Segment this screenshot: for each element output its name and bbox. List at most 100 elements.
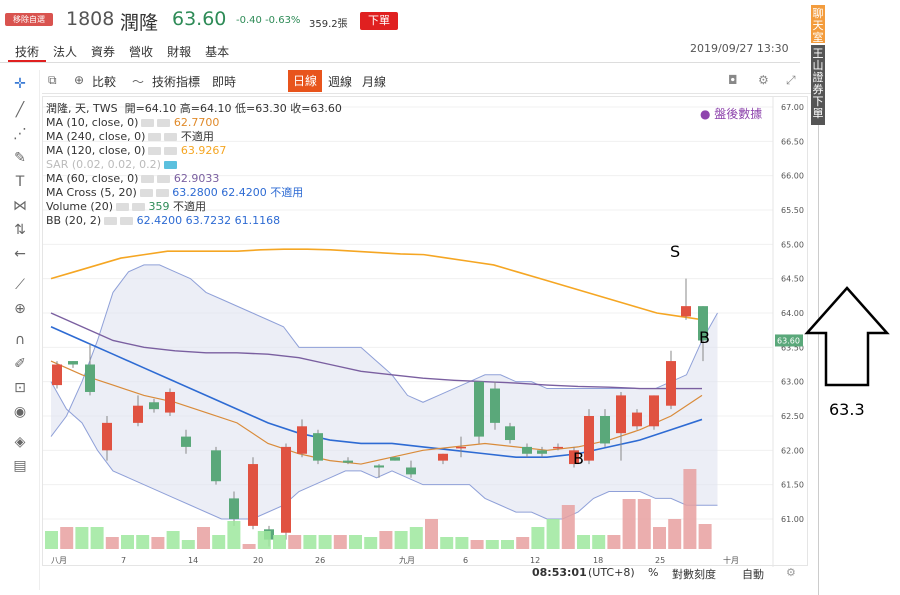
candle-body (505, 426, 515, 441)
measure-icon[interactable]: ⇅ (14, 222, 26, 238)
price-tick-label: 64.50 (781, 275, 804, 284)
candle-body (297, 426, 307, 454)
tab-financials[interactable]: 財報 (167, 45, 192, 59)
buy-marker: B (573, 449, 584, 468)
candle-body (698, 306, 708, 341)
date-tick-label: 18 (593, 556, 603, 565)
pattern-icon[interactable]: ⋈ (13, 198, 27, 214)
candle-body (600, 416, 610, 444)
volume-bar (592, 535, 606, 549)
legend-volume[interactable]: Volume (20) 359 不適用 (46, 200, 206, 213)
candle-body (68, 361, 78, 365)
stock-name: 潤隆 (120, 12, 159, 34)
candle-body (438, 453, 448, 461)
volume-bar (212, 535, 226, 549)
price-tick-label: 63.00 (781, 378, 804, 387)
trendline-icon[interactable]: ╱ (15, 102, 25, 118)
candle-body (149, 402, 159, 410)
log-scale-toggle[interactable]: 對數刻度 (672, 568, 716, 581)
layers-icon[interactable]: ◈ (14, 434, 26, 450)
volume-bar (501, 540, 514, 549)
candle-body (490, 388, 500, 423)
realtime-button[interactable]: 即時 (212, 75, 237, 89)
candle-body (649, 395, 659, 427)
last-price-tag-bg (775, 334, 803, 347)
legend-sar[interactable]: SAR (0.02, 0.02, 0.2) (46, 158, 342, 172)
price-tick-label: 61.50 (781, 481, 804, 490)
legend-ma60[interactable]: MA (60, close, 0) 62.9033 (46, 172, 220, 185)
indicators-button[interactable]: 技術指標 (152, 75, 201, 89)
date-tick-label: 20 (253, 556, 263, 565)
day-button[interactable]: 日線 (288, 70, 322, 92)
legend-ma120[interactable]: MA (120, close, 0) 63.9267 (46, 144, 227, 157)
volume-bar (683, 469, 697, 549)
ruler-icon[interactable]: ⟋ (15, 277, 25, 293)
candle-body (456, 446, 466, 449)
price-tick-label: 65.50 (781, 206, 804, 215)
volume-bar (455, 537, 469, 549)
candle-body (474, 381, 484, 437)
volume-bar (197, 527, 210, 549)
percent-toggle[interactable]: % (648, 566, 659, 579)
volume-bar (257, 531, 271, 549)
volume-bar (653, 527, 666, 549)
volume-bar (166, 531, 180, 549)
eye-icon[interactable]: ◉ (13, 404, 27, 420)
chat-room-tab[interactable]: 聊天室 (811, 5, 825, 44)
tab-tech[interactable]: 技術 (8, 42, 47, 62)
legend-macross[interactable]: MA Cross (5, 20) 63.2800 62.4200 不適用 (46, 186, 304, 199)
auto-scale-toggle[interactable]: 自動 (742, 568, 764, 581)
bollinger-band (51, 264, 718, 519)
tab-basic[interactable]: 基本 (205, 45, 230, 59)
symbol-icon[interactable]: ⧉ (48, 73, 57, 87)
fullscreen-icon[interactable]: ⤢ (786, 73, 796, 87)
candle-body (85, 364, 95, 392)
order-button[interactable]: 下單 (360, 12, 398, 30)
chart-area[interactable]: 67.00 66.50 66.00 65.50 65.00 64.50 64.00 63.50… (42, 96, 808, 567)
zoom-in-icon[interactable]: ⊕ (14, 301, 26, 317)
month-button[interactable]: 月線 (362, 75, 387, 89)
trash-icon[interactable]: ▤ (13, 458, 27, 474)
compare-icon[interactable]: ⊕ (74, 73, 85, 87)
text-icon[interactable]: T (15, 174, 25, 190)
settings-icon[interactable]: ⚙ (786, 566, 796, 579)
tab-margin[interactable]: 資券 (91, 45, 116, 59)
gear-icon[interactable]: ⚙ (758, 73, 769, 87)
pencil-lock-icon[interactable]: ✐ (14, 356, 26, 372)
date-tick-label: 八月 (51, 556, 67, 565)
volume-bar (242, 544, 256, 549)
indicator-icon[interactable]: 〜 (132, 75, 145, 89)
volume-bar (394, 531, 408, 549)
volume-bar (303, 535, 317, 549)
lock-icon[interactable]: ⊡ (14, 380, 26, 396)
broker-order-tab[interactable]: 王山證券下單 (811, 45, 825, 125)
volume-bar (349, 535, 362, 549)
after-hours-data[interactable]: ● 盤後數據 (700, 107, 763, 121)
date-tick-label: 九月 (399, 556, 415, 565)
camera-icon[interactable]: ◘ (728, 73, 738, 87)
candle-body (406, 467, 416, 475)
date-tick-label: 26 (315, 556, 325, 565)
magnet-icon[interactable]: ∩ (14, 332, 26, 348)
week-button[interactable]: 週線 (328, 75, 353, 89)
legend-ma240[interactable]: MA (240, close, 0) 不適用 (46, 130, 214, 143)
volume-bar (273, 535, 286, 549)
fib-icon[interactable]: ⋰ (13, 126, 27, 142)
brush-icon[interactable]: ✎ (14, 150, 26, 166)
price-tick-label: 66.50 (781, 137, 804, 146)
sell-marker: S (670, 242, 680, 261)
legend-ma10[interactable]: MA (10, close, 0) 62.7700 (46, 116, 220, 129)
volume-bar (90, 527, 104, 549)
volume-bar (470, 540, 484, 549)
legend-bb[interactable]: BB (20, 2) 62.4200 63.7232 61.1168 (46, 214, 281, 227)
back-arrow-icon[interactable]: ← (14, 246, 26, 262)
price-tick-label: 61.00 (781, 515, 804, 524)
tab-revenue[interactable]: 營收 (129, 45, 154, 59)
crosshair-icon[interactable]: ✛ (14, 76, 26, 92)
candle-body (102, 422, 112, 451)
compare-button[interactable]: 比較 (92, 75, 117, 89)
tab-institutional[interactable]: 法人 (53, 45, 78, 59)
volume-bar (45, 531, 58, 549)
remove-watchlist-button[interactable]: 移除自選 (5, 13, 53, 26)
candle-body (52, 364, 62, 386)
